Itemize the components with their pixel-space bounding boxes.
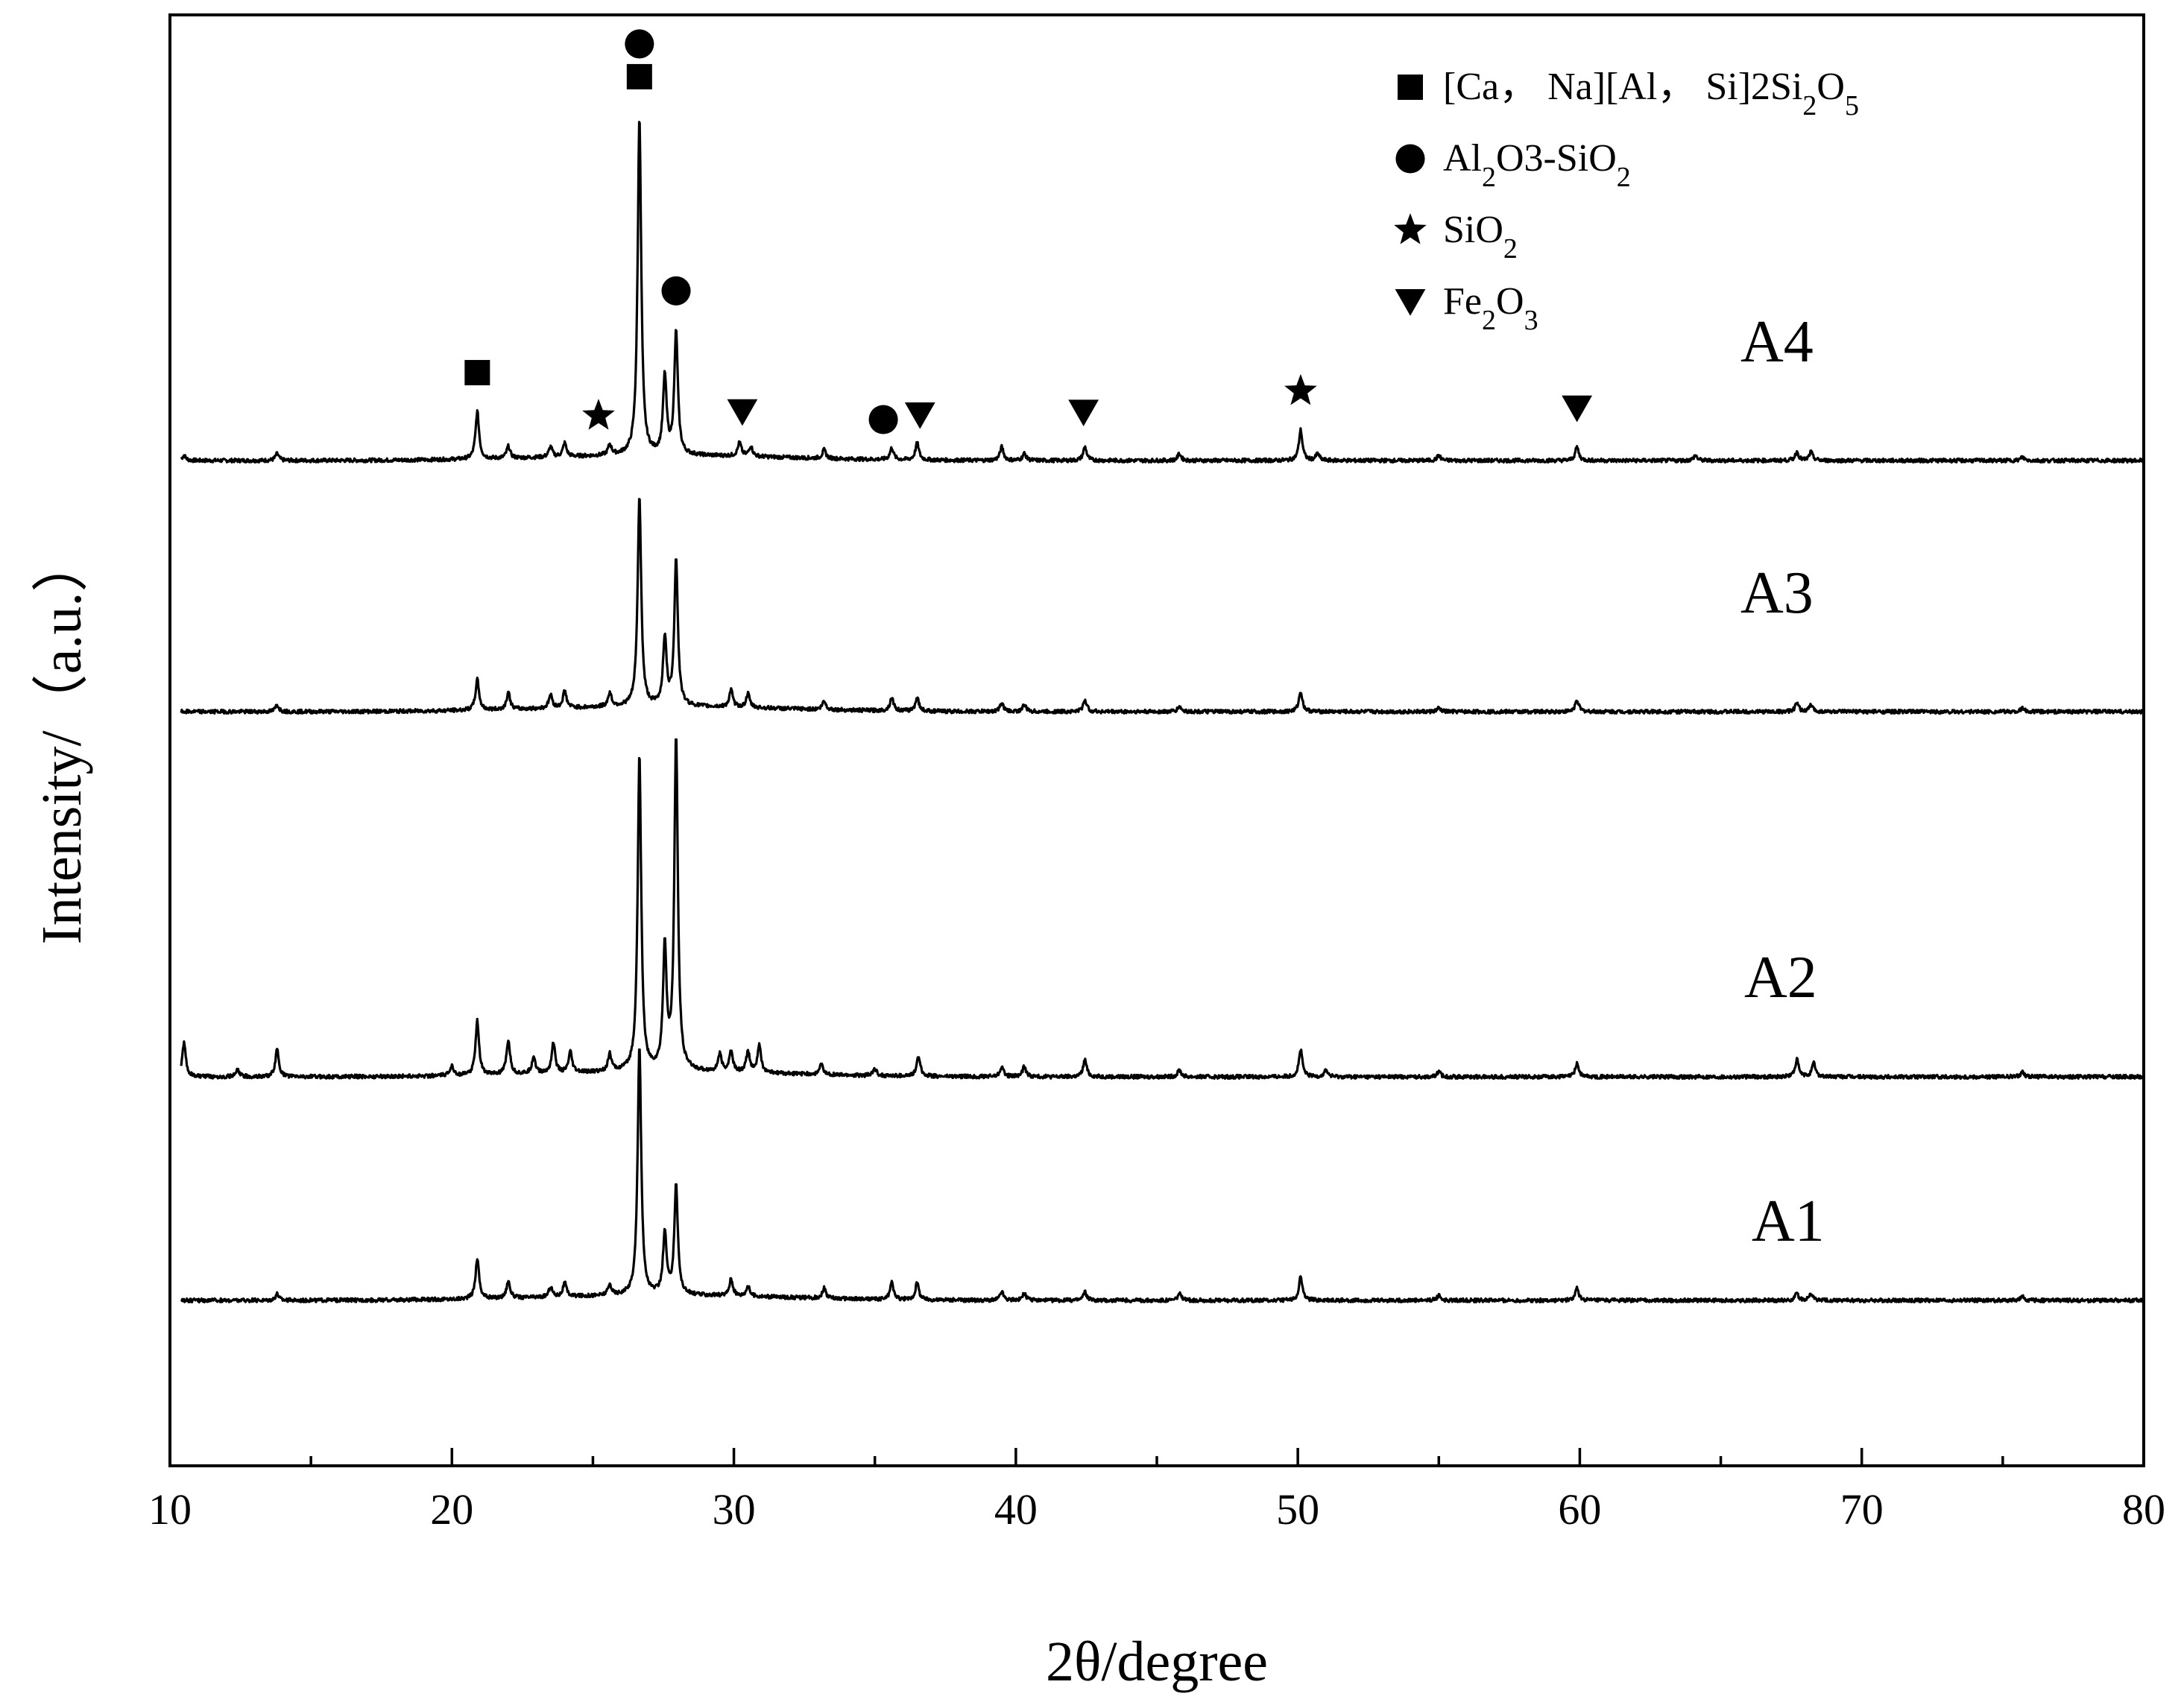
circle-phase-marker — [625, 29, 654, 59]
series-layer — [180, 121, 2144, 1304]
x-tick-label: 80 — [2122, 1485, 2165, 1534]
series-label-a2: A2 — [1744, 945, 1817, 1010]
plot-frame — [168, 13, 2145, 1467]
series-label-a4: A4 — [1740, 309, 1814, 375]
legend-square-icon — [1398, 75, 1423, 100]
series-label-a1: A1 — [1752, 1189, 1825, 1254]
legend-circle-icon — [1395, 144, 1425, 174]
triangle-down-phase-marker — [1562, 395, 1593, 423]
x-tick-label: 50 — [1276, 1485, 1319, 1534]
x-tick-label: 60 — [1558, 1485, 1601, 1534]
star-phase-marker — [582, 399, 615, 430]
square-phase-marker — [464, 360, 490, 386]
series-line-a4 — [180, 121, 2144, 464]
phase-markers — [464, 29, 1593, 434]
x-tick-label: 70 — [1840, 1485, 1884, 1534]
legend-entry-2: Al2O3-SiO2 — [1443, 137, 1631, 193]
circle-phase-marker — [868, 405, 898, 434]
legend-triangle-down-icon — [1395, 289, 1426, 316]
series-line-a3 — [180, 498, 2144, 715]
x-tick-label: 10 — [148, 1485, 192, 1534]
series-labels: A4 A3 A2 A1 — [1740, 309, 1825, 1254]
series-line-a1 — [180, 1048, 2144, 1304]
legend-star-icon — [1394, 213, 1427, 244]
legend-entry-4: Fe2O3 — [1443, 280, 1538, 336]
series-label-a3: A3 — [1740, 560, 1814, 626]
series-line-a2 — [180, 738, 2144, 1081]
star-phase-marker — [1284, 373, 1317, 405]
triangle-down-phase-marker — [1068, 399, 1099, 427]
legend: [Ca， Na][Al， Si]2Si2O5 Al2O3-SiO2 SiO2 Fe2O… — [1394, 66, 1859, 336]
circle-phase-marker — [661, 276, 691, 306]
x-tick-label: 20 — [430, 1485, 473, 1534]
legend-entry-1: [Ca， Na][Al， Si]2Si2O5 — [1443, 66, 1859, 121]
legend-entry-3: SiO2 — [1443, 209, 1518, 265]
square-phase-marker — [626, 63, 652, 89]
x-tick-label: 30 — [713, 1485, 756, 1534]
triangle-down-phase-marker — [727, 399, 758, 426]
x-axis-ticks: 10 20 30 40 50 60 70 80 — [148, 1448, 2165, 1534]
y-axis-label: Intensity/（a.u.） — [31, 536, 93, 945]
x-axis-label: 2θ/degree — [1046, 1630, 1268, 1693]
triangle-down-phase-marker — [904, 402, 935, 429]
x-tick-label: 40 — [994, 1485, 1038, 1534]
